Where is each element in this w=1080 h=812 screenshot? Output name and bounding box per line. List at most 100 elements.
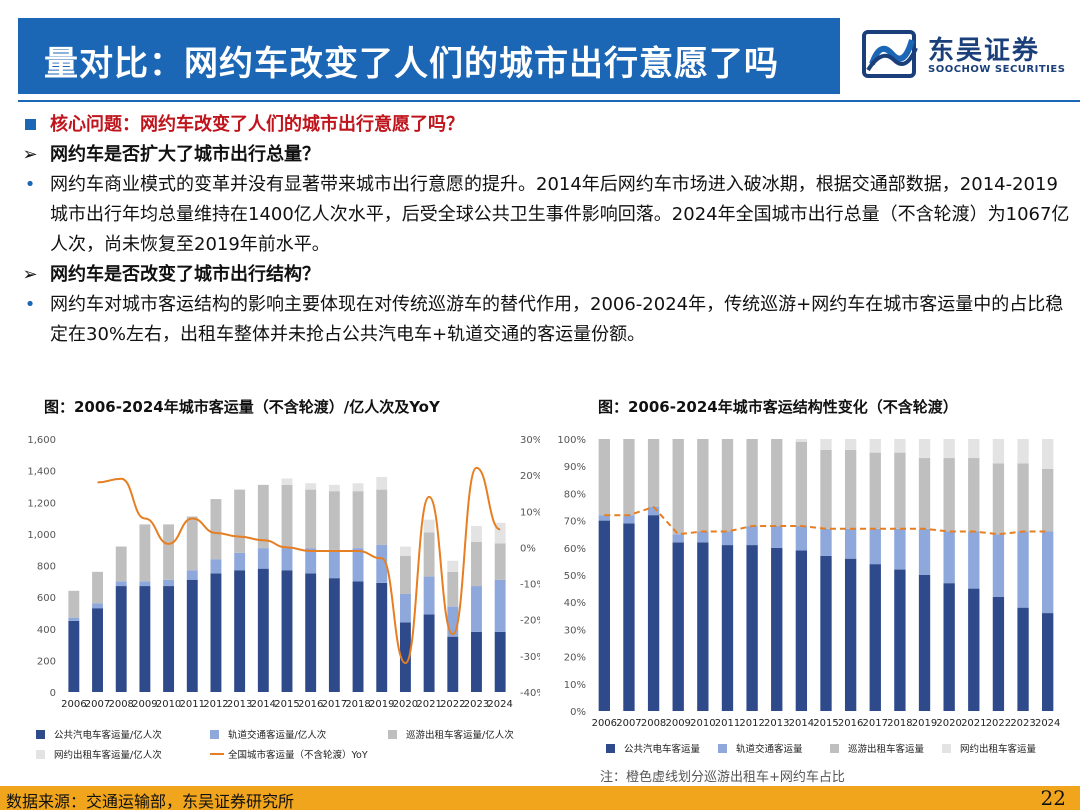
legend-label: 全国城市客运量（不含轮渡）YoY: [228, 749, 368, 761]
legend-label: 网约出租车客运量/亿人次: [54, 749, 162, 761]
bar-segment: [623, 523, 635, 711]
y-tick-label: 70%: [564, 517, 586, 528]
dot-bullet-icon: •: [24, 174, 36, 195]
core-question: 核心问题：网约车改变了人们的城市出行意愿了吗？: [50, 114, 464, 135]
bar-segment: [376, 476, 388, 490]
bar-segment: [968, 458, 980, 532]
bar-segment: [1042, 613, 1054, 711]
arrow-bullet-icon: ➢: [22, 144, 38, 165]
bar-segment: [1017, 531, 1029, 608]
bar-segment: [68, 617, 80, 621]
bar-segment: [672, 439, 684, 535]
bar-segment: [1017, 607, 1029, 711]
y2-tick-label: -10%: [520, 580, 540, 591]
bar-segment: [795, 441, 808, 527]
bar-segment: [163, 586, 175, 692]
bar-segment: [234, 489, 246, 553]
x-tick-label: 2009: [665, 718, 690, 729]
bar-segment: [257, 484, 269, 549]
bar-segment: [163, 524, 175, 580]
x-tick-label: 2011: [715, 718, 740, 729]
bar-segment: [328, 578, 340, 692]
bar-segment: [697, 439, 709, 532]
x-tick-label: 2018: [887, 718, 912, 729]
bar-segment: [844, 528, 857, 559]
soochow-logo-icon: [862, 30, 918, 78]
bar-segment: [721, 439, 734, 532]
chart-2-note: 注：橙色虚线划分巡游出租车+网约车占比: [600, 770, 845, 785]
legend-swatch: [388, 730, 397, 739]
y-tick-label: 50%: [564, 571, 586, 582]
bar-segment: [968, 531, 980, 589]
bar-segment: [1017, 463, 1029, 532]
bar-segment: [352, 483, 364, 492]
x-tick-label: 2016: [298, 699, 323, 710]
y-tick-label: 1,400: [27, 467, 56, 478]
bar-segment: [820, 439, 832, 450]
bar-segment: [139, 586, 151, 692]
x-tick-label: 2009: [132, 699, 157, 710]
bar-segment: [918, 575, 931, 711]
bar-segment: [376, 489, 388, 545]
bar-segment: [968, 439, 980, 459]
arrow-bullet-icon: ➢: [22, 264, 38, 285]
bar-segment: [139, 581, 151, 587]
y2-tick-label: 20%: [520, 471, 540, 482]
dot-bullet-icon: •: [24, 294, 36, 315]
bar-segment: [746, 526, 758, 546]
bar-segment: [598, 515, 610, 521]
page-number: 22: [1040, 786, 1066, 810]
bar-segment: [992, 534, 1005, 597]
bar-segment: [918, 439, 931, 459]
bar-segment: [623, 515, 635, 524]
bar-segment: [257, 548, 269, 569]
bar-segment: [721, 545, 734, 711]
bar-segment: [869, 439, 881, 453]
x-tick-label: 2012: [739, 718, 764, 729]
bar-segment: [943, 458, 955, 532]
bar-segment: [894, 569, 906, 711]
x-tick-label: 2023: [1010, 718, 1035, 729]
bar-segment: [795, 439, 808, 442]
bar-segment: [820, 555, 832, 711]
y2-tick-label: -30%: [520, 652, 540, 663]
bar-segment: [163, 579, 175, 587]
bar-segment: [820, 449, 832, 529]
bar-segment: [471, 541, 482, 587]
bar-segment: [92, 608, 103, 692]
legend-swatch: [830, 744, 839, 753]
bar-segment: [795, 526, 808, 551]
x-tick-label: 2022: [986, 718, 1011, 729]
page-title: 量对比：网约车改变了人们的城市出行意愿了吗: [44, 44, 779, 84]
y-tick-label: 1,200: [27, 498, 56, 509]
legend-swatch: [606, 744, 615, 753]
bar-segment: [281, 570, 293, 692]
x-tick-label: 2015: [813, 718, 838, 729]
header-divider: [18, 100, 1080, 102]
bar-segment: [447, 560, 459, 572]
legend-label: 公共汽电车客运量: [624, 743, 701, 755]
bar-segment: [423, 519, 435, 533]
bar-segment: [186, 516, 198, 571]
legend-swatch: [36, 730, 45, 739]
bar-segment: [992, 596, 1005, 711]
square-bullet-icon: [18, 110, 42, 140]
bar-segment: [647, 439, 660, 507]
x-tick-label: 2007: [616, 718, 641, 729]
bar-segment: [992, 463, 1005, 535]
x-tick-label: 2008: [641, 718, 666, 729]
x-tick-label: 2019: [912, 718, 937, 729]
legend-label: 公共汽电车客运量/亿人次: [54, 729, 162, 741]
y-tick-label: 1,600: [27, 435, 56, 446]
yoy-line: [97, 466, 501, 665]
bar-segment: [92, 571, 103, 604]
data-source: 数据来源：交通运输部，东吴证券研究所: [6, 792, 295, 811]
bar-segment: [447, 571, 459, 607]
x-tick-label: 2024: [487, 699, 512, 710]
bar-segment: [1017, 439, 1029, 464]
x-tick-label: 2023: [464, 699, 489, 710]
paragraph-1: 网约车商业模式的变革并没有显著带来城市出行意愿的提升。2014年后网约车市场进入…: [50, 174, 1070, 255]
y-tick-label: 80%: [564, 489, 586, 500]
x-tick-label: 2008: [108, 699, 133, 710]
bar-segment: [869, 564, 881, 711]
